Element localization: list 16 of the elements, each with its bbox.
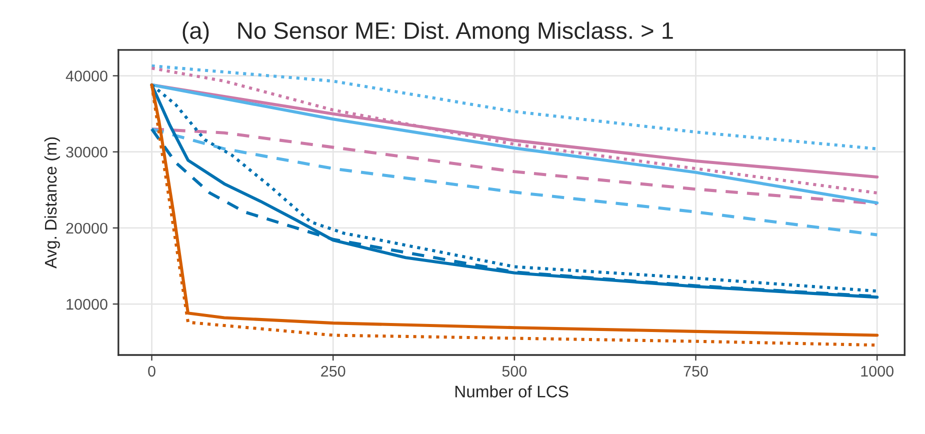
x-tick-label: 0 (148, 366, 156, 377)
y-tick-label: 40000 (66, 70, 108, 82)
x-axis-title: Number of LCS (455, 385, 568, 398)
y-tick-label: 30000 (66, 146, 108, 158)
line-series (150, 128, 879, 206)
x-tick-label: 250 (321, 366, 346, 377)
chart-title: (a) No Sensor ME: Dist. Among Misclass. > 1 (182, 22, 673, 44)
y-tick-label: 20000 (66, 222, 108, 234)
x-tick-label: 1000 (861, 366, 894, 377)
y-tick-label: 10000 (66, 298, 108, 310)
y-axis-title: Avg. Distance (m) (44, 137, 60, 268)
line-series (150, 83, 879, 204)
x-tick-label: 750 (684, 366, 708, 377)
line-series (150, 128, 879, 236)
x-tick-label: 500 (502, 366, 527, 377)
line-series (150, 66, 879, 194)
